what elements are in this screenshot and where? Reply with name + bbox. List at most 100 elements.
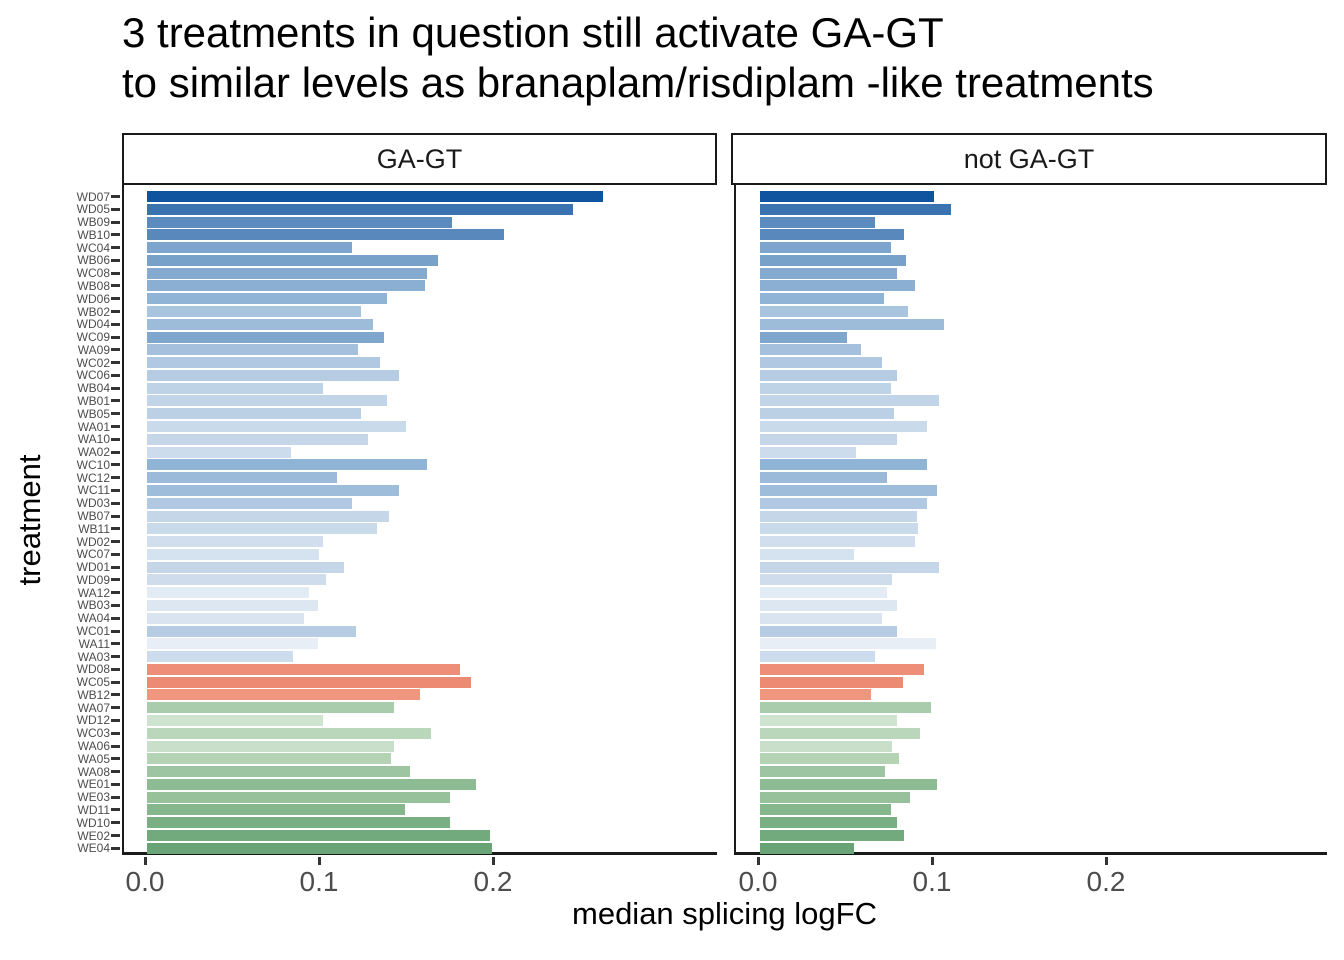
bar bbox=[147, 433, 368, 445]
y-tick bbox=[111, 425, 120, 429]
bar bbox=[147, 740, 394, 752]
bar bbox=[760, 331, 847, 343]
bar bbox=[760, 293, 884, 305]
y-tick bbox=[111, 808, 120, 812]
bar bbox=[147, 587, 309, 599]
bar bbox=[760, 229, 904, 241]
y-tick-label: WB10 bbox=[77, 227, 110, 242]
y-tick-label: WC04 bbox=[76, 240, 110, 255]
y-tick-label: WC07 bbox=[76, 547, 110, 562]
bar bbox=[760, 714, 897, 726]
y-tick-label: WA11 bbox=[78, 636, 110, 651]
y-tick-label: WC09 bbox=[76, 330, 110, 345]
y-tick bbox=[111, 207, 120, 211]
bar bbox=[760, 433, 897, 445]
y-tick bbox=[111, 399, 120, 403]
facet-strip-label: not GA-GT bbox=[963, 143, 1095, 174]
bar bbox=[760, 395, 939, 407]
bar bbox=[760, 446, 856, 458]
bar bbox=[760, 191, 934, 202]
bar bbox=[147, 548, 319, 560]
y-tick-label: WB07 bbox=[77, 509, 110, 523]
y-tick bbox=[111, 527, 120, 531]
bar bbox=[147, 318, 373, 330]
y-tick bbox=[111, 667, 120, 671]
y-tick bbox=[111, 846, 120, 850]
y-tick-label: WC05 bbox=[76, 675, 110, 690]
y-tick bbox=[111, 258, 120, 262]
bar bbox=[760, 689, 871, 701]
bar bbox=[147, 497, 352, 509]
y-tick bbox=[111, 782, 120, 786]
y-tick-label: WD03 bbox=[76, 496, 110, 511]
y-tick bbox=[111, 476, 120, 480]
y-tick-label: WE02 bbox=[77, 828, 110, 843]
bar bbox=[147, 344, 358, 356]
y-tick-label: WB12 bbox=[77, 687, 110, 702]
y-tick bbox=[111, 821, 120, 825]
bar bbox=[760, 638, 936, 650]
plot-title-line2: to similar levels as branaplam/risdiplam… bbox=[122, 59, 1154, 106]
bar bbox=[760, 497, 927, 509]
bar bbox=[147, 689, 420, 701]
bar bbox=[760, 510, 917, 522]
bar bbox=[147, 408, 361, 420]
bar bbox=[147, 523, 377, 535]
y-tick bbox=[111, 693, 120, 697]
y-tick bbox=[111, 450, 120, 454]
plot-title: 3 treatments in question still activate … bbox=[122, 8, 1154, 108]
bar bbox=[147, 714, 323, 726]
bar bbox=[760, 536, 915, 548]
y-tick-label: WA04 bbox=[77, 611, 110, 626]
bar bbox=[147, 293, 387, 305]
bar bbox=[147, 242, 352, 254]
y-tick bbox=[111, 310, 120, 314]
bar bbox=[147, 216, 452, 228]
y-tick bbox=[111, 373, 120, 377]
bar bbox=[147, 702, 394, 714]
y-tick-label: WB08 bbox=[77, 278, 110, 293]
bar bbox=[147, 357, 380, 369]
bar bbox=[147, 369, 399, 381]
bar bbox=[147, 191, 603, 202]
y-tick-label: WD11 bbox=[77, 802, 110, 817]
bar bbox=[147, 395, 387, 407]
bar bbox=[147, 625, 356, 637]
y-tick-label: WA03 bbox=[77, 649, 110, 664]
y-tick bbox=[111, 233, 120, 237]
y-tick bbox=[111, 706, 120, 710]
bar bbox=[760, 791, 910, 803]
bar bbox=[147, 203, 573, 215]
y-tick-label: WD02 bbox=[76, 534, 110, 549]
bar bbox=[147, 753, 391, 765]
bar bbox=[760, 318, 944, 330]
y-tick-label: WC12 bbox=[76, 470, 110, 485]
y-tick-label: WB05 bbox=[77, 406, 110, 421]
y-tick bbox=[111, 335, 120, 339]
y-tick bbox=[111, 540, 120, 544]
y-tick bbox=[111, 348, 120, 352]
y-tick bbox=[111, 603, 120, 607]
y-tick bbox=[111, 770, 120, 774]
y-tick bbox=[111, 565, 120, 569]
y-tick bbox=[111, 271, 120, 275]
y-tick-label: WA12 bbox=[77, 585, 110, 600]
y-tick bbox=[111, 642, 120, 646]
bar bbox=[760, 727, 920, 739]
bar bbox=[760, 369, 897, 381]
panel-ga-gt bbox=[122, 185, 717, 855]
bar bbox=[147, 254, 438, 266]
bar bbox=[147, 267, 427, 279]
y-tick bbox=[111, 488, 120, 492]
bar bbox=[147, 561, 344, 573]
bar bbox=[147, 484, 399, 496]
bar bbox=[760, 625, 897, 637]
y-tick-label: WD09 bbox=[76, 572, 110, 587]
x-tick-label: 0.2 bbox=[473, 866, 513, 897]
plot-title-line1: 3 treatments in question still activate … bbox=[122, 9, 944, 56]
bar bbox=[760, 216, 875, 228]
bar bbox=[760, 523, 918, 535]
bar bbox=[147, 830, 490, 841]
bar bbox=[760, 587, 887, 599]
bar bbox=[760, 357, 882, 369]
